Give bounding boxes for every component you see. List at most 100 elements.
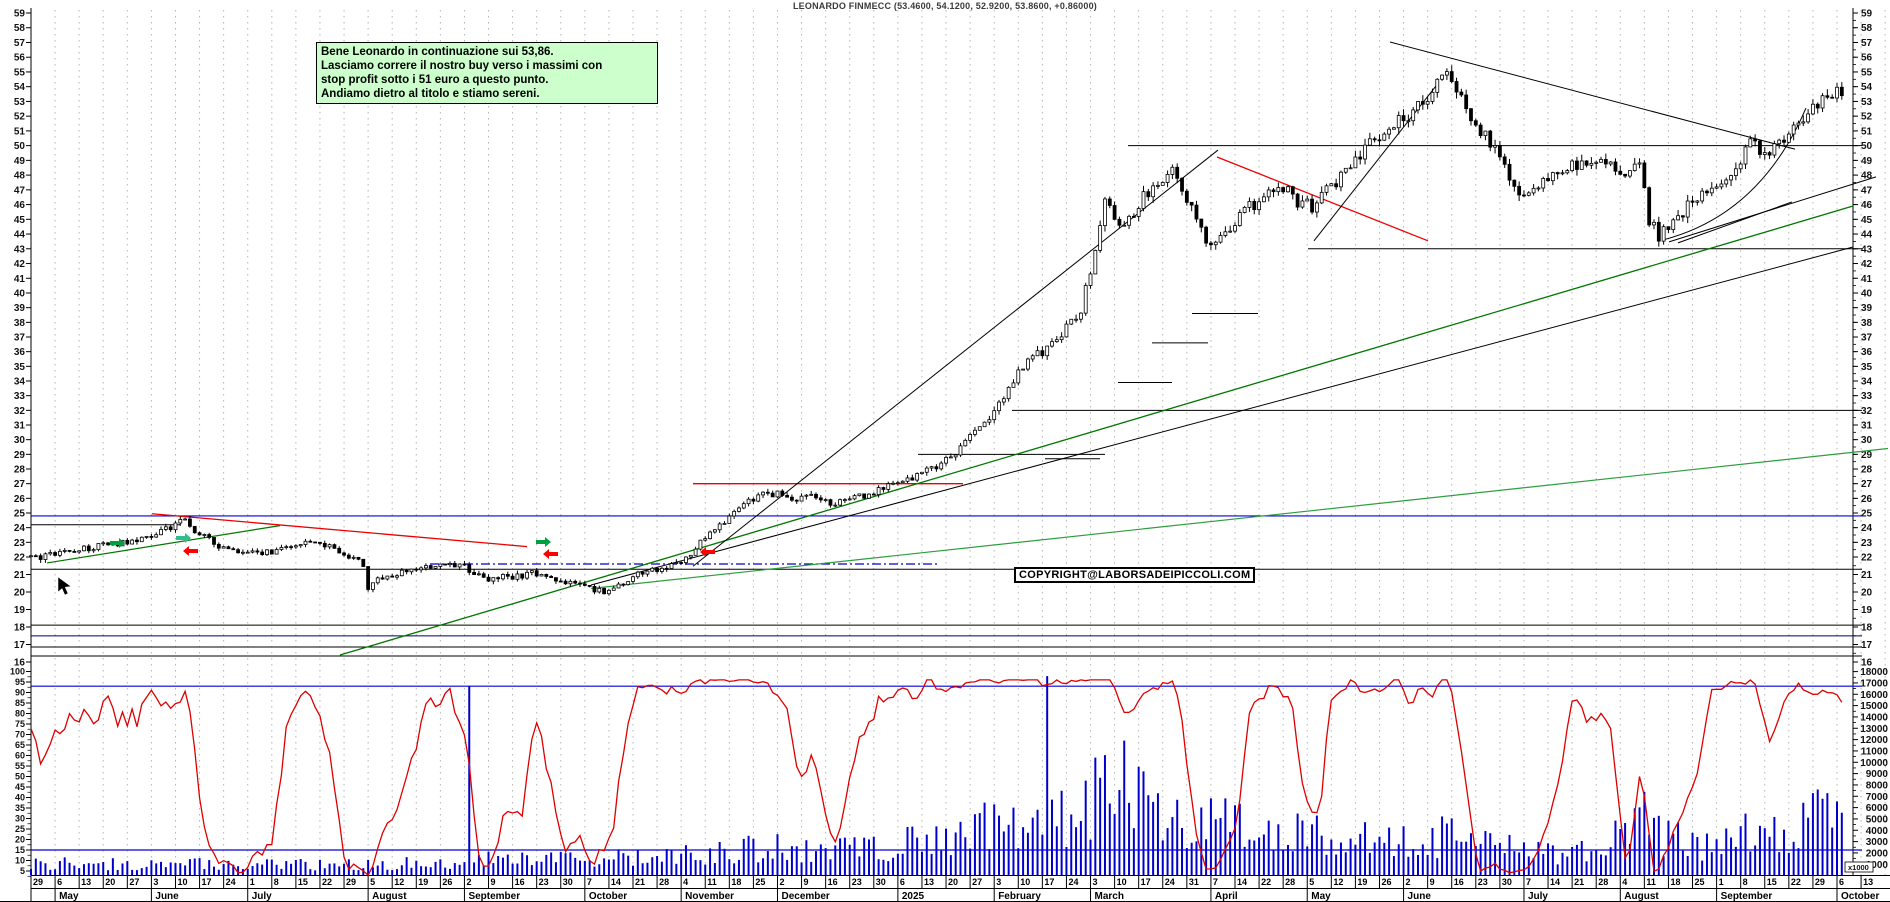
- month-label: November: [685, 891, 734, 902]
- price-tick-label: 44: [14, 230, 26, 241]
- oscillator-tick-label: 40: [15, 793, 25, 803]
- price-tick-label: 51: [14, 126, 26, 137]
- week-label: 27: [129, 877, 139, 887]
- week-label: 12: [1333, 877, 1343, 887]
- month-label: June: [1408, 891, 1432, 902]
- price-tick-label: 42: [1861, 259, 1873, 270]
- volume-tick-label: 8000: [1866, 780, 1889, 791]
- month-label: April: [1215, 891, 1238, 902]
- price-tick-label: 25: [14, 509, 26, 520]
- price-tick-label: 58: [1861, 23, 1873, 34]
- week-label: 7: [587, 877, 592, 887]
- sell-arrow-icon: [183, 546, 198, 556]
- price-tick-label: 41: [1861, 274, 1873, 285]
- week-label: 30: [1502, 877, 1512, 887]
- price-tick-label: 59: [1861, 9, 1873, 20]
- axes: [30, 8, 1862, 876]
- week-label: 6: [1839, 877, 1844, 887]
- week-label: 28: [659, 877, 669, 887]
- copyright-label: COPYRIGHT@LABORSADEIPICCOLI.COM: [1014, 567, 1256, 583]
- price-tick-label: 23: [1861, 538, 1873, 549]
- price-tick-label: 50: [14, 141, 26, 152]
- volume-tick-label: 1000: [1866, 860, 1889, 871]
- price-tick-label: 38: [14, 318, 26, 329]
- price-tick-label: 57: [14, 38, 26, 49]
- analysis-note: Bene Leonardo in continuazione sui 53,86…: [316, 42, 658, 104]
- price-tick-label: 34: [1861, 377, 1873, 388]
- overlay-lines: [31, 41, 1889, 656]
- volume-tick-label: 6000: [1866, 803, 1889, 814]
- month-label: July: [252, 891, 272, 902]
- week-label: 20: [105, 877, 115, 887]
- price-tick-label: 43: [14, 244, 26, 255]
- oscillator-tick-label: 30: [15, 814, 25, 824]
- price-tick-label: 39: [14, 303, 26, 314]
- price-tick-label: 18: [1861, 623, 1873, 634]
- month-label: March: [1095, 891, 1124, 902]
- price-tick-label: 28: [1861, 465, 1873, 476]
- price-tick-label: 55: [14, 67, 26, 78]
- price-tick-label: 40: [1861, 289, 1873, 300]
- price-tick-label: 29: [14, 450, 26, 461]
- week-label: 13: [924, 877, 934, 887]
- week-label: 21: [1574, 877, 1584, 887]
- month-label: October: [589, 891, 627, 902]
- price-tick-label: 46: [1861, 200, 1873, 211]
- cursor: [57, 576, 72, 596]
- note-line-4: Andiamo dietro al titolo e stiamo sereni…: [321, 88, 540, 100]
- price-tick-label: 35: [1861, 362, 1873, 373]
- volume-tick-label: 10000: [1860, 758, 1888, 769]
- oscillator-tick-label: 45: [15, 782, 25, 792]
- oscillator-tick-label: 35: [15, 803, 25, 813]
- week-label: 16: [1454, 877, 1464, 887]
- price-tick-label: 21: [14, 570, 26, 581]
- month-label: May: [59, 891, 79, 902]
- trade-signal-arrows: [110, 533, 715, 559]
- price-tick-label: 29: [1861, 450, 1873, 461]
- price-tick-label: 48: [14, 171, 26, 182]
- week-label: 14: [1550, 877, 1560, 887]
- price-tick-label: 22: [1861, 553, 1873, 564]
- trendline: [590, 246, 1854, 586]
- price-tick-label: 56: [14, 53, 26, 64]
- price-tick-label: 16: [1861, 658, 1873, 669]
- week-label: 17: [1141, 877, 1151, 887]
- week-label: 19: [418, 877, 428, 887]
- price-tick-label: 56: [1861, 53, 1873, 64]
- chart-title: LEONARDO FINMECC (53.4600, 54.1200, 52.9…: [792, 1, 1097, 11]
- week-label: 3: [153, 877, 158, 887]
- volume-tick-label: 11000: [1861, 746, 1889, 757]
- price-tick-label: 22: [14, 553, 26, 564]
- oscillator-line: [30, 678, 1843, 877]
- buy-arrow-icon: [176, 533, 191, 543]
- price-tick-label: 49: [14, 156, 26, 167]
- oscillator: [30, 678, 1862, 877]
- oscillator-tick-label: 55: [15, 761, 25, 771]
- price-tick-label: 26: [14, 494, 26, 505]
- price-tick-label: 37: [1861, 333, 1873, 344]
- month-label: July: [1528, 891, 1548, 902]
- volume-tick-label: 12000: [1860, 735, 1888, 746]
- week-label: 25: [755, 877, 765, 887]
- month-label: May: [1311, 891, 1331, 902]
- price-tick-label: 24: [14, 523, 26, 534]
- trendline: [590, 447, 1889, 590]
- note-line-1: Bene Leonardo in continuazione sui 53,86…: [321, 46, 554, 58]
- week-label: 14: [1237, 877, 1247, 887]
- month-label: 2025: [902, 891, 925, 902]
- week-label: 2: [466, 877, 471, 887]
- month-label: June: [155, 891, 179, 902]
- price-tick-label: 16: [14, 658, 26, 669]
- week-label: 16: [828, 877, 838, 887]
- price-tick-label: 45: [1861, 215, 1873, 226]
- price-tick-label: 30: [1861, 435, 1873, 446]
- week-label: 3: [1093, 877, 1098, 887]
- week-label: 17: [202, 877, 212, 887]
- volume-unit-label: x1000: [1848, 863, 1869, 872]
- price-tick-label: 57: [1861, 38, 1873, 49]
- week-label: 7: [1526, 877, 1531, 887]
- trendline: [339, 205, 1854, 656]
- week-label: 15: [298, 877, 308, 887]
